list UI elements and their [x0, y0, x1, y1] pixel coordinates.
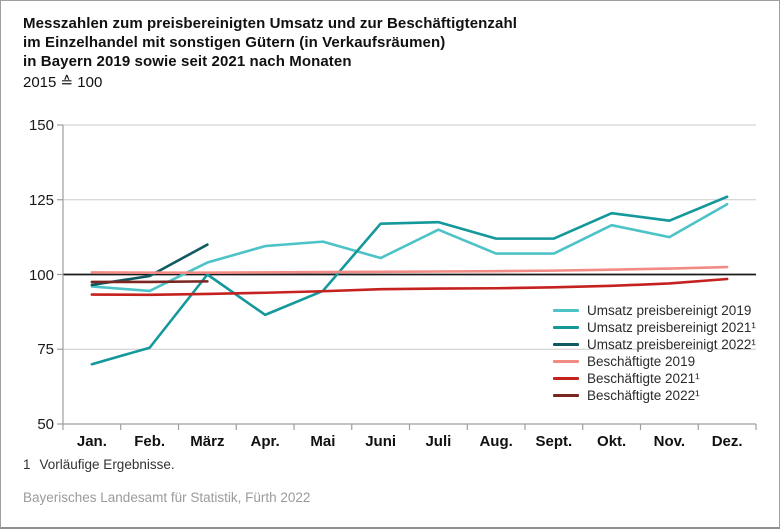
x-axis-label-Juli: Juli	[425, 433, 452, 450]
x-axis-label-Aug: Aug.	[479, 433, 513, 450]
footnote-text: Vorläufige Ergebnisse.	[39, 457, 175, 472]
x-axis-label-Mai: Mai	[310, 433, 336, 450]
x-axis-label-Juni: Juni	[365, 433, 397, 450]
y-axis-label-100: 100	[28, 266, 54, 284]
legend-label: Umsatz preisbereinigt 2021¹	[587, 320, 756, 335]
x-axis-label-Dez: Dez.	[711, 433, 743, 450]
x-axis-label-Nov: Nov.	[653, 433, 686, 450]
y-axis-label-150: 150	[28, 117, 54, 134]
legend-row-umsatz-2022: Umsatz preisbereinigt 2022¹	[553, 337, 756, 352]
legend-row-beschaeftigte-2021: Beschäftigte 2021¹	[553, 371, 756, 386]
chart-title-line-3: in Bayern 2019 sowie seit 2021 nach Mona…	[23, 53, 352, 70]
footnote-marker: 1	[23, 457, 31, 472]
y-axis-label-50: 50	[37, 416, 54, 433]
x-axis-label-Sept: Sept.	[535, 433, 573, 450]
series-line-5	[90, 280, 209, 284]
x-axis-label-Jan: Jan.	[76, 433, 107, 450]
legend-line-swatch	[553, 377, 579, 380]
legend-line-swatch	[553, 360, 579, 363]
chart-title-line-1: Messzahlen zum preisbereinigten Umsatz u…	[23, 15, 517, 32]
y-axis-label-75: 75	[37, 341, 54, 359]
legend-row-umsatz-2019: Umsatz preisbereinigt 2019	[553, 303, 756, 318]
series-line-0	[90, 202, 729, 293]
title-block: Messzahlen zum preisbereinigten Umsatz u…	[23, 14, 517, 93]
legend-row-beschaeftigte-2022: Beschäftigte 2022¹	[553, 388, 756, 403]
legend-label: Umsatz preisbereinigt 2019	[587, 303, 752, 318]
series-line-1	[90, 195, 729, 366]
chart-subtitle-index-base: 2015 ≙ 100	[23, 74, 103, 91]
legend-label: Beschäftigte 2022¹	[587, 388, 700, 403]
legend-label: Beschäftigte 2019	[587, 354, 696, 369]
chart-legend: Umsatz preisbereinigt 2019 Umsatz preisb…	[553, 303, 756, 403]
legend-label: Beschäftigte 2021¹	[587, 371, 700, 386]
legend-line-swatch	[553, 309, 579, 312]
legend-label: Umsatz preisbereinigt 2022¹	[587, 337, 756, 352]
x-axis-label-Okt: Okt.	[597, 433, 627, 450]
legend-line-swatch	[553, 394, 579, 397]
y-axis-label-125: 125	[28, 191, 54, 209]
series-line-3	[90, 265, 729, 275]
series-line-4	[90, 277, 729, 297]
source-credit: Bayerisches Landesamt für Statistik, Für…	[23, 490, 311, 505]
x-axis-label-Apr: Apr.	[250, 433, 280, 450]
footnote: 1 Vorläufige Ergebnisse.	[23, 457, 175, 472]
x-axis-label-Feb: Feb.	[134, 433, 166, 450]
series-line-2	[90, 243, 209, 287]
chart-title-line-2: im Einzelhandel mit sonstigen Gütern (in…	[23, 34, 446, 51]
legend-row-beschaeftigte-2019: Beschäftigte 2019	[553, 354, 756, 369]
legend-row-umsatz-2021: Umsatz preisbereinigt 2021¹	[553, 320, 756, 335]
legend-line-swatch	[553, 343, 579, 346]
legend-line-swatch	[553, 326, 579, 329]
x-axis-label-März: März	[190, 433, 225, 450]
